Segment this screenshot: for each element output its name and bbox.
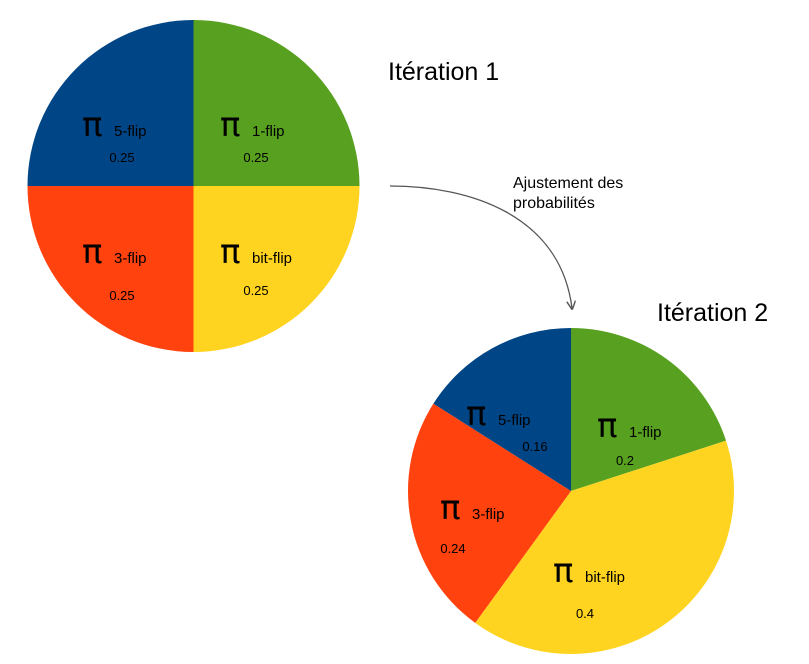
pie2-value-5-flip: 0.16 <box>522 439 547 454</box>
pie1-symbol-5-flip: π <box>82 105 102 145</box>
pie2-slice-5-flip <box>433 328 571 491</box>
pie2-symbol-5-flip: π <box>466 394 486 434</box>
pie2-label-1-flip: 1-flip <box>629 424 662 441</box>
pie1-slice-bit-flip <box>193 186 360 352</box>
pie1-value-3-flip: 0.25 <box>109 288 134 303</box>
pie1-slice-3-flip <box>27 186 194 352</box>
pie2-label-3-flip: 3-flip <box>472 506 505 523</box>
pie1-label-1-flip: 1-flip <box>252 123 285 140</box>
pie2-slice-3-flip <box>408 403 571 623</box>
pie2-label-bit-flip: bit-flip <box>585 569 625 586</box>
pie1-symbol-1-flip: π <box>220 105 240 145</box>
pie1-label-3-flip: 3-flip <box>114 250 147 267</box>
pie-title-iteration-1: Itération 1 <box>388 58 499 86</box>
pie1-value-1-flip: 0.25 <box>243 150 268 165</box>
pie2-label-5-flip: 5-flip <box>498 412 531 429</box>
pie1-symbol-bit-flip: π <box>220 232 240 272</box>
adjustment-arrow <box>389 185 572 308</box>
pie2-symbol-1-flip: π <box>597 406 617 446</box>
pie1-slice-1-flip <box>193 20 360 186</box>
pie2-slice-bit-flip <box>475 440 734 654</box>
pie2-value-bit-flip: 0.4 <box>576 606 594 621</box>
annotation-line-1: Ajustement des <box>513 175 623 192</box>
pie2-value-3-flip: 0.24 <box>440 541 465 556</box>
pie1-value-bit-flip: 0.25 <box>243 283 268 298</box>
pie2-symbol-bit-flip: π <box>553 551 573 591</box>
pie2-symbol-3-flip: π <box>440 488 460 528</box>
pie2-slice-1-flip <box>571 328 727 491</box>
pie1-slice-5-flip <box>27 20 194 186</box>
pie2-value-1-flip: 0.2 <box>616 453 634 468</box>
pie1-symbol-3-flip: π <box>82 232 102 272</box>
pie1-value-5-flip: 0.25 <box>109 150 134 165</box>
pie-title-iteration-2: Itération 2 <box>657 299 768 327</box>
pie1-label-5-flip: 5-flip <box>114 123 147 140</box>
pie1-label-bit-flip: bit-flip <box>252 250 292 267</box>
annotation-line-2: probabilités <box>513 195 595 212</box>
